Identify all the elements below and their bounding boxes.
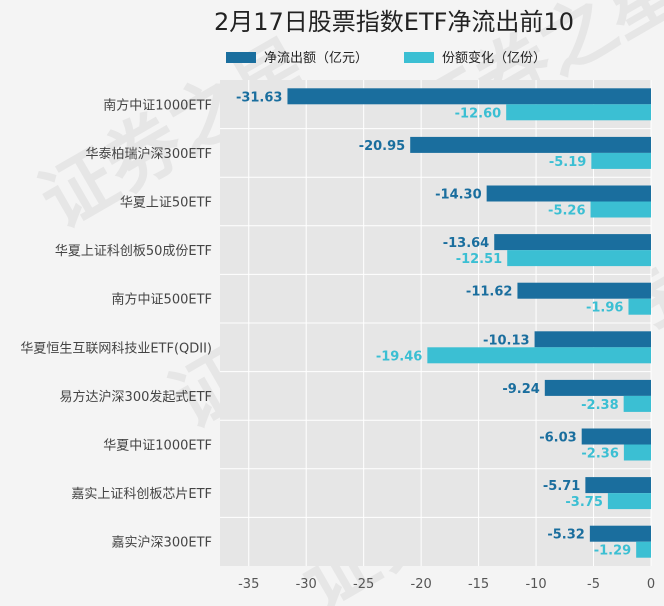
data-label-share-change: -1.96: [586, 301, 623, 316]
bar-share-change: [427, 347, 651, 364]
bar-net-outflow: [589, 525, 651, 542]
category-label: 华夏中证1000ETF: [103, 439, 212, 454]
category-label: 华夏恒生互联网科技业ETF(QDII): [20, 341, 212, 356]
legend-label: 净流出额（亿元）: [264, 51, 368, 66]
data-label-share-change: -19.46: [376, 349, 423, 364]
data-label-share-change: -1.29: [594, 544, 631, 559]
bar-share-change: [636, 541, 651, 558]
data-label-share-change: -2.36: [581, 447, 618, 462]
category-label: 易方达沪深300发起式ETF: [60, 389, 212, 405]
data-label-net-outflow: -9.24: [502, 382, 539, 397]
bar-share-change: [623, 395, 651, 412]
x-tick-label: -15: [468, 577, 489, 592]
category-label: 华泰柏瑞沪深300ETF: [86, 146, 212, 162]
bar-share-change: [591, 152, 651, 169]
bar-net-outflow: [486, 185, 651, 202]
bar-net-outflow: [410, 136, 651, 153]
data-label-share-change: -2.38: [581, 398, 618, 413]
data-label-share-change: -12.60: [455, 106, 502, 121]
x-tick-label: -10: [525, 577, 546, 592]
data-label-net-outflow: -14.30: [435, 188, 482, 203]
category-label: 嘉实沪深300ETF: [112, 535, 212, 551]
data-label-share-change: -5.19: [549, 155, 586, 170]
category-label: 南方中证500ETF: [112, 292, 212, 308]
data-label-net-outflow: -11.62: [466, 285, 513, 300]
data-label-share-change: -12.51: [456, 252, 503, 267]
data-label-net-outflow: -31.63: [236, 90, 283, 105]
x-tick-label: -30: [296, 577, 317, 592]
chart-title: 2月17日股票指数ETF净流出前10: [214, 8, 574, 36]
bar-net-outflow: [517, 282, 651, 299]
bar-share-change: [623, 444, 651, 461]
bar-net-outflow: [585, 477, 651, 494]
legend-swatch: [226, 52, 256, 63]
bar-share-change: [607, 493, 651, 510]
x-tick-label: -20: [411, 577, 432, 592]
bar-net-outflow: [544, 379, 651, 396]
x-tick-label: -35: [238, 577, 259, 592]
bar-share-change: [628, 298, 651, 315]
data-label-share-change: -5.26: [548, 204, 585, 219]
x-tick-label: -5: [587, 577, 600, 592]
bar-net-outflow: [581, 428, 651, 445]
data-label-net-outflow: -20.95: [359, 139, 406, 154]
bar-share-change: [506, 104, 651, 121]
data-label-share-change: -3.75: [565, 495, 602, 510]
x-tick-label: 0: [647, 577, 655, 592]
data-label-net-outflow: -10.13: [483, 333, 530, 348]
legend-swatch: [404, 52, 434, 63]
legend-label: 份额变化（亿份）: [442, 50, 546, 66]
data-label-net-outflow: -5.32: [547, 528, 584, 543]
bar-net-outflow: [494, 234, 651, 251]
bar-net-outflow: [534, 331, 651, 348]
category-label: 南方中证1000ETF: [103, 97, 212, 113]
category-label: 华夏上证50ETF: [120, 196, 212, 211]
bar-share-change: [590, 201, 651, 218]
x-tick-label: -25: [353, 577, 374, 592]
category-label: 华夏上证科创板50成份ETF: [55, 244, 212, 259]
data-label-net-outflow: -5.71: [543, 479, 580, 494]
category-label: 嘉实上证科创板芯片ETF: [71, 487, 212, 502]
bar-share-change: [507, 250, 651, 267]
data-label-net-outflow: -13.64: [443, 236, 490, 251]
bar-net-outflow: [287, 88, 651, 105]
data-label-net-outflow: -6.03: [539, 431, 576, 446]
